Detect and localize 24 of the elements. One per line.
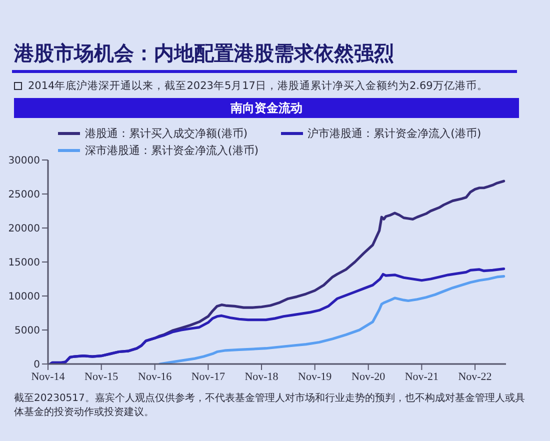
x-tick-label: Nov-19 — [298, 370, 332, 383]
legend-label: 沪市港股通：累计资金净流入(港币) — [308, 126, 482, 141]
banner: 南向资金流动 — [14, 98, 519, 118]
x-tick-label: Nov-21 — [404, 370, 438, 383]
chart-title: 港股市场机会：内地配置港股需求依然强烈 — [14, 40, 394, 66]
x-tick-label: Nov-16 — [138, 370, 172, 383]
y-tick-label: 0 — [34, 360, 40, 371]
x-tick-label: Nov-20 — [352, 370, 386, 383]
legend-label: 深市港股通：累计资金净流入(港币) — [85, 143, 259, 158]
y-tick-label: 15000 — [8, 258, 40, 269]
y-tick-label: 25000 — [8, 190, 40, 201]
text: 截至20230517。嘉宾个人观点仅供参考，不代表基金管理人对市场和行业走势的预判，也不构成对基金管理人或具体基金的投资动作或投资建议。 — [14, 392, 526, 420]
x-tick-label: Nov-14 — [31, 370, 66, 383]
line-series — [158, 274, 506, 364]
x-tick-label: Nov-22 — [458, 370, 492, 383]
legend-label: 港股通：累计买入成交净额(港币) — [85, 126, 248, 141]
x-tick-label: Nov-17 — [191, 370, 226, 383]
chart-subtitle: 2014年底沪港深开通以来，截至2023年5月17日，港股通累计净买入金额约为2.69万亿港币。 — [28, 79, 488, 94]
y-tick-label: 10000 — [8, 292, 40, 303]
x-tick-label: Nov-15 — [84, 370, 119, 383]
y-tick-label: 5000 — [14, 326, 40, 337]
y-tick-label: 20000 — [8, 224, 40, 235]
y-tick-label: 30000 — [8, 156, 40, 167]
x-tick-label: Nov-18 — [244, 370, 279, 383]
